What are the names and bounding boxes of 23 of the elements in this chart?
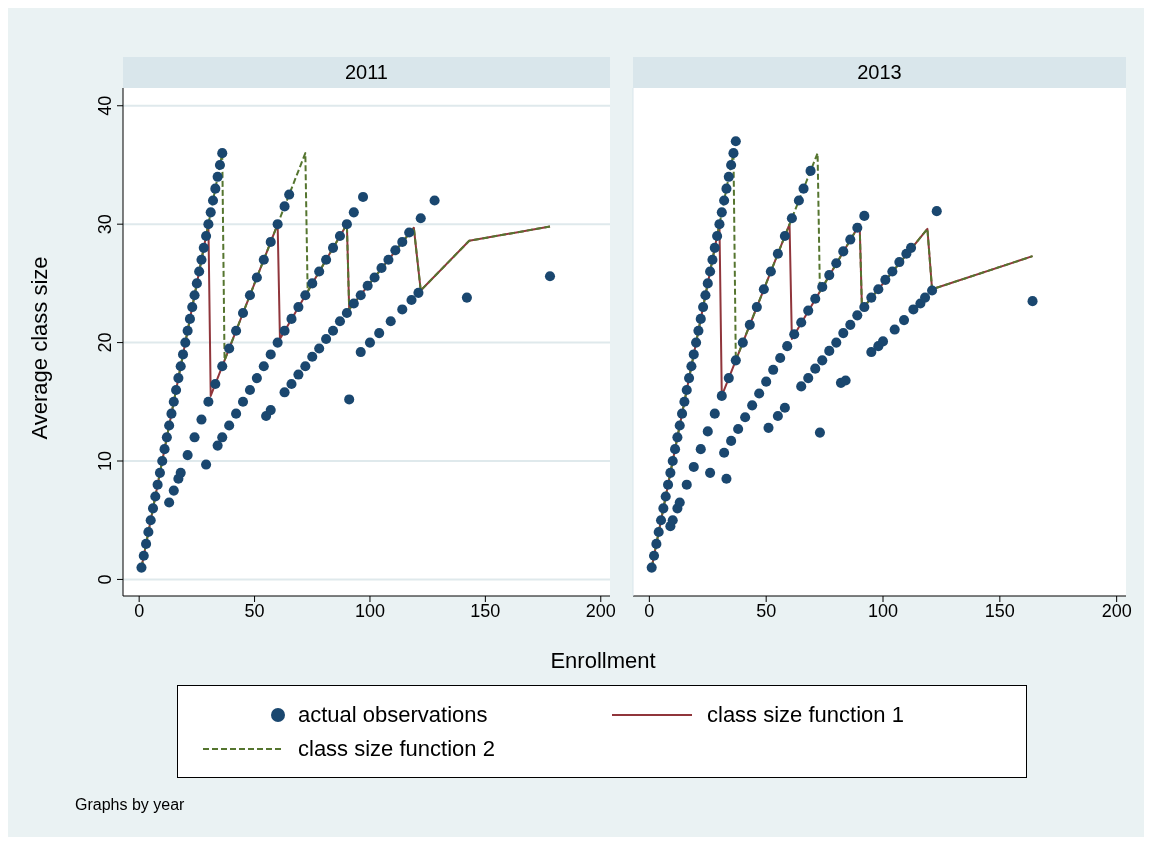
x-axis-title: Enrollment	[550, 648, 656, 674]
y-tick-label: 0	[95, 574, 115, 585]
x-tick-label: 150	[470, 600, 501, 621]
legend-label: class size function 1	[707, 701, 904, 728]
legend-label: class size function 2	[298, 735, 495, 762]
x-tick-label: 50	[244, 600, 265, 621]
x-tick-label: 200	[585, 600, 616, 621]
x-tick-label: 150	[984, 600, 1015, 621]
x-tick-label: 100	[867, 600, 899, 621]
x-tick-label: 100	[354, 600, 385, 621]
chart-title: 2011	[123, 57, 610, 88]
text: Graphs by year	[75, 796, 185, 814]
x-tick-label: 0	[134, 600, 145, 621]
chart-title: 2013	[633, 57, 1126, 88]
y-tick-label: 10	[95, 450, 115, 472]
y-tick-label: 40	[95, 95, 115, 116]
y-tick-label: 30	[95, 214, 115, 235]
x-tick-label: 200	[1101, 600, 1132, 621]
y-tick-label: 20	[95, 332, 115, 353]
x-tick-label: 50	[756, 600, 777, 621]
legend-label: actual observations	[298, 701, 488, 728]
y-axis-title: Average class size	[27, 256, 53, 440]
x-tick-label: 0	[644, 600, 655, 621]
